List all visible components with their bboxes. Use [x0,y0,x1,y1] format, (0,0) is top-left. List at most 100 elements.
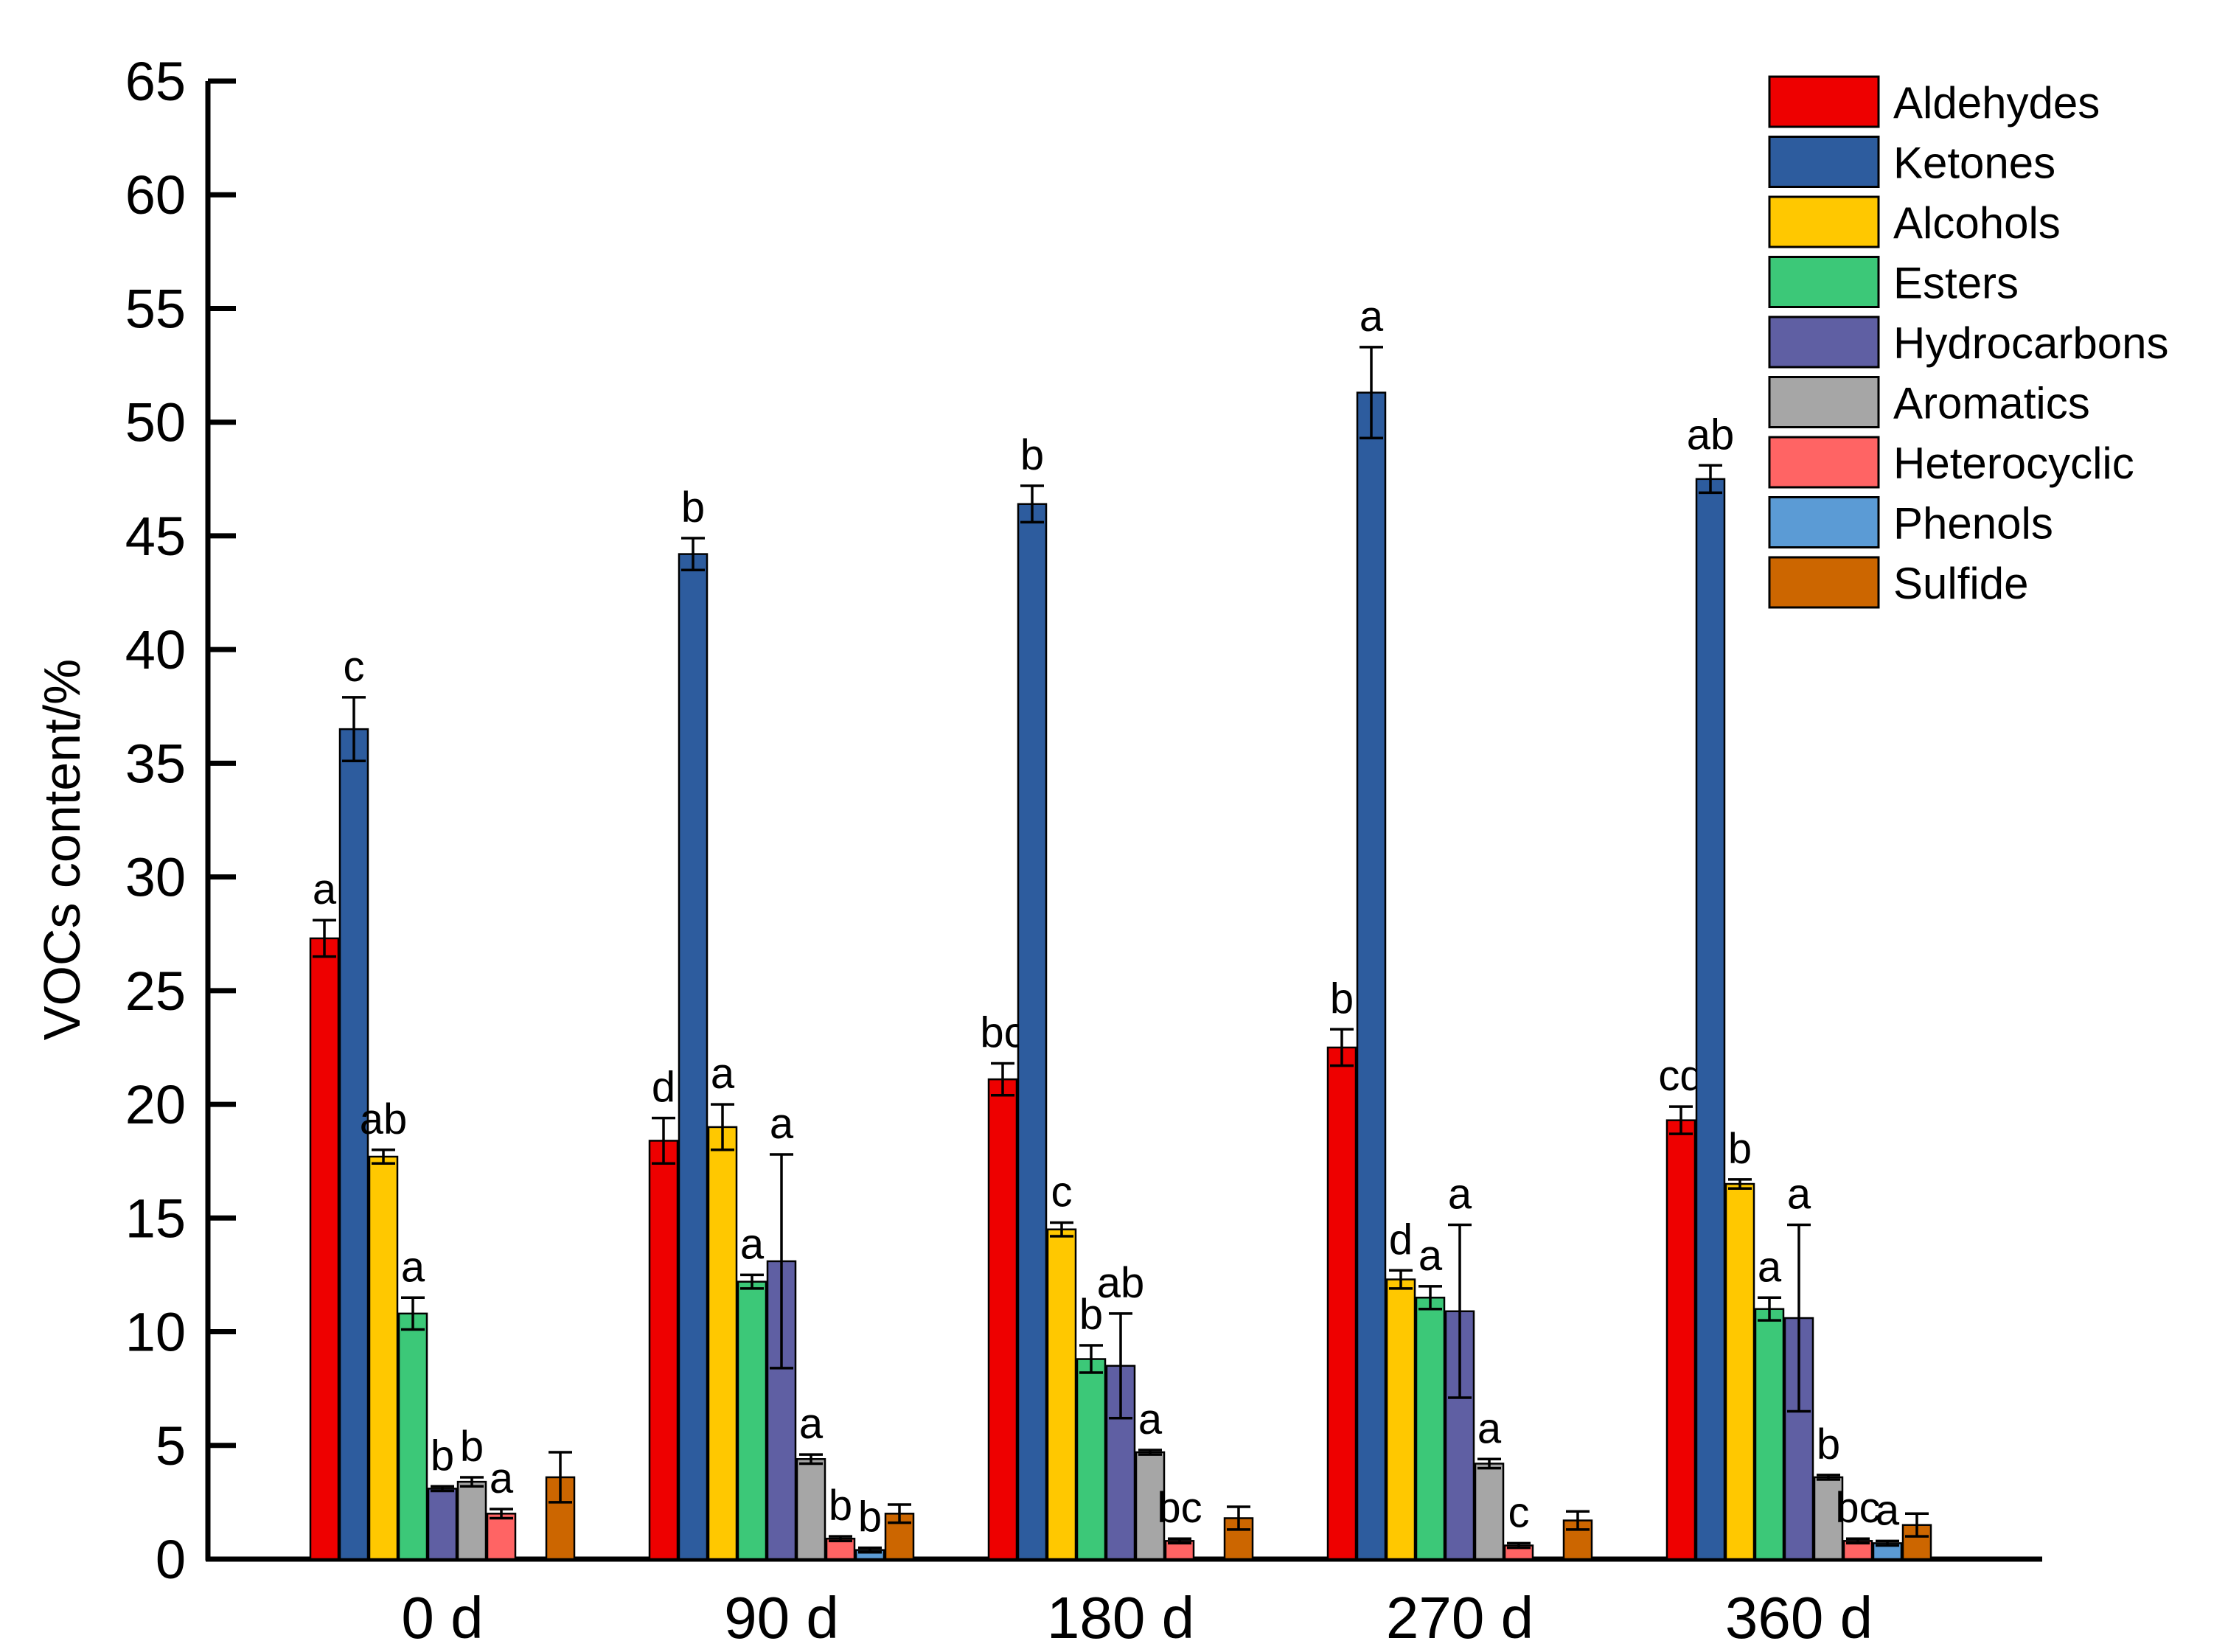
legend-swatch [1768,436,1880,489]
legend-item: Ketones [1768,136,2055,188]
y-tick-label: 60 [125,164,186,226]
significance-label: a [1418,1232,1443,1280]
significance-label: a [1876,1486,1900,1534]
bar [1356,391,1387,1561]
bar [456,1480,487,1561]
significance-label: a [1758,1243,1782,1291]
y-tick-label: 25 [125,961,186,1022]
bar [796,1458,826,1561]
bar [1385,1278,1416,1561]
legend-swatch [1768,136,1880,188]
legend-item: Alcohols [1768,195,2061,248]
legend-label: Hydrocarbons [1893,318,2169,368]
bar [1665,1119,1696,1561]
significance-label: b [1079,1291,1103,1339]
significance-label: b [829,1482,852,1530]
y-tick-label: 40 [125,619,186,680]
significance-label: b [1020,431,1044,479]
legend-item: Aromatics [1768,376,2090,428]
significance-label: a [401,1243,425,1291]
bar [1017,503,1048,1561]
y-tick-label: 10 [125,1302,186,1363]
significance-label: ab [1097,1259,1145,1307]
legend-label: Alcohols [1893,198,2061,248]
significance-label: c [344,643,365,691]
bar [1754,1308,1785,1561]
bar [1695,478,1726,1561]
bar [1724,1182,1755,1561]
bar [987,1078,1018,1561]
legend: Aldehydes Ketones Alcohols Esters Hydrocarbo… [1768,75,2169,609]
legend-item: Phenols [1768,496,2053,548]
bar [1223,1517,1254,1561]
legend-label: Aromatics [1893,379,2090,428]
x-category-label: 180 d [1047,1585,1194,1651]
significance-label: b [431,1432,454,1480]
legend-item: Hydrocarbons [1768,316,2169,369]
significance-label: c [1051,1168,1073,1216]
significance-label: a [740,1220,765,1268]
significance-label: bc [1835,1484,1880,1532]
bar [338,728,369,1561]
y-tick-label: 5 [156,1415,186,1477]
legend-label: Aldehydes [1893,78,2100,128]
bar [1046,1228,1077,1561]
significance-label: b [681,484,705,532]
legend-swatch [1768,556,1880,609]
legend-label: Esters [1893,259,2019,308]
bar [397,1312,428,1561]
bar [678,553,709,1561]
legend-label: Sulfide [1893,559,2028,608]
legend-swatch [1768,75,1880,128]
significance-label: a [1360,293,1384,341]
significance-label: a [490,1454,514,1502]
legend-swatch [1768,256,1880,308]
legend-item: Sulfide [1768,556,2028,609]
bar [1076,1358,1107,1561]
x-category-label: 360 d [1725,1585,1873,1651]
significance-label: ab [360,1095,408,1143]
bar [1562,1519,1593,1561]
x-category-label: 270 d [1386,1585,1534,1651]
x-category-label: 0 d [401,1585,483,1651]
bar [427,1488,458,1561]
significance-label: a [799,1400,824,1448]
axes: 0 5 10 15 20 25 30 35 40 45 50 55 60 65 VOCs content/%… [33,51,2042,1651]
significance-label: d [652,1064,675,1112]
significance-label: a [1477,1404,1502,1452]
x-category-label: 90 d [724,1585,839,1651]
y-tick-label: 50 [125,392,186,453]
significance-label: ab [1687,411,1735,459]
significance-label: a [313,865,337,913]
bar [368,1155,399,1561]
bar [737,1280,767,1561]
significance-label: b [1728,1125,1752,1173]
bar [309,937,340,1561]
significance-label: a [711,1050,735,1098]
y-tick-label: 55 [125,278,186,339]
y-tick-label: 65 [125,51,186,112]
legend-swatch [1768,316,1880,369]
significance-label: b [858,1494,882,1541]
significance-label: c [1508,1488,1530,1536]
significance-label: a [1787,1171,1811,1219]
bar [648,1140,679,1561]
legend-label: Heterocyclic [1893,439,2134,488]
legend-swatch [1768,195,1880,248]
bar [1326,1046,1357,1561]
legend-item: Aldehydes [1768,75,2100,128]
significance-label: b [460,1423,484,1471]
y-tick-label: 35 [125,733,186,794]
bar [1474,1463,1505,1561]
legend-label: Ketones [1893,139,2055,188]
bar [1813,1476,1844,1561]
y-tick-label: 20 [125,1074,186,1135]
y-tick-label: 45 [125,506,186,567]
y-axis-title: VOCs content/% [33,659,91,1040]
legend-item: Heterocyclic [1768,436,2134,489]
